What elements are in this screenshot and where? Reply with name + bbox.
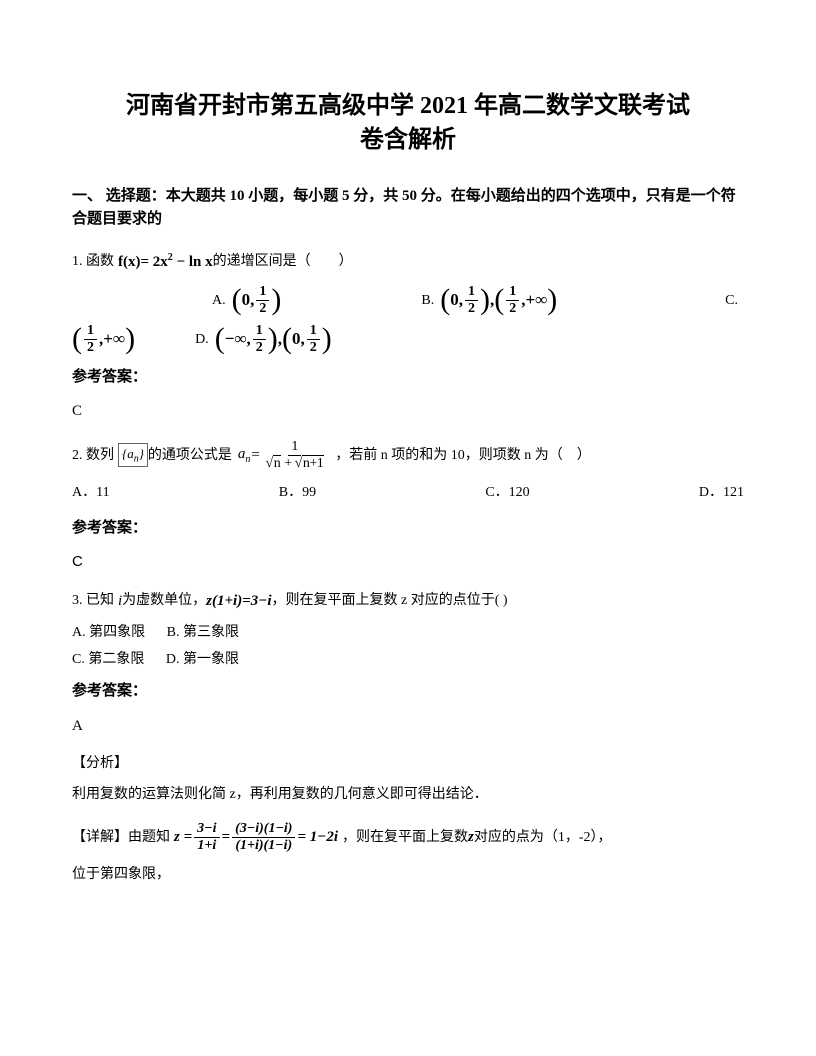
- q1-prefix: 1. 函数: [72, 251, 114, 272]
- q3-prefix: 3. 已知: [72, 590, 114, 611]
- q1-options-row2: (12,+∞) D. (−∞,12),(0,12): [72, 323, 744, 356]
- q1-optB-expr: (0,12),(12,+∞): [440, 284, 557, 317]
- q2-optB: B．99: [279, 482, 316, 503]
- q3-mid2: ，则在复平面上复数 z 对应的点位于( ): [272, 590, 508, 611]
- q3-optD: D. 第一象限: [166, 652, 239, 667]
- q1-ref-label: 参考答案：: [72, 366, 744, 389]
- q2-mid2: ，若前 n 项的和为 10，则项数 n 为（ ）: [335, 445, 591, 466]
- exam-title: 河南省开封市第五高级中学 2021 年高二数学文联考试 卷含解析: [72, 90, 744, 157]
- q1-optD-letter: D.: [195, 329, 209, 350]
- q3-options-row2: C. 第二象限 D. 第一象限: [72, 649, 744, 670]
- q2-optD: D．121: [699, 482, 744, 503]
- q3-answer: A: [72, 715, 744, 738]
- q1-optB-letter: B.: [421, 290, 434, 311]
- question-1: 1. 函数 f(x)= 2x2 − ln x 的递增区间是（ ）: [72, 250, 744, 274]
- question-2: 2. 数列 {an} 的通项公式是 an = 1 √n + √n+1 ，若前 n…: [72, 439, 744, 472]
- question-3: 3. 已知 i 为虚数单位， z(1+i)=3−i ，则在复平面上复数 z 对应…: [72, 590, 744, 613]
- q3-conclusion: 位于第四象限，: [72, 864, 744, 885]
- q3-optA: A. 第四象限: [72, 625, 145, 640]
- q3-analysis-text: 利用复数的运算法则化简 z，再利用复数的几何意义即可得出结论．: [72, 784, 744, 805]
- q3-detail-tail: ，则在复平面上复数: [342, 827, 468, 848]
- q3-eq: z(1+i)=3−i: [206, 590, 271, 613]
- q1-optC-letter: C.: [725, 290, 738, 311]
- q2-prefix: 2. 数列: [72, 445, 114, 466]
- q2-ref-label: 参考答案：: [72, 517, 744, 540]
- q1-options-row1: A. ((0,0,12) B. (0,12),(12,+∞) C.: [72, 284, 744, 317]
- section-intro: 一、 选择题：本大题共 10 小题，每小题 5 分，共 50 分。在每小题给出的…: [72, 185, 744, 230]
- q2-answer: C: [72, 551, 744, 574]
- q1-optC-expr: (12,+∞): [72, 323, 135, 356]
- q1-tail: 的递增区间是（ ）: [213, 251, 353, 272]
- title-line-2: 卷含解析: [360, 127, 456, 153]
- q3-ref-label: 参考答案：: [72, 680, 744, 703]
- q1-optA-letter: A.: [212, 290, 226, 311]
- q2-optA: A．11: [72, 482, 110, 503]
- q1-optA-expr: ((0,0,12): [232, 284, 282, 317]
- q2-options: A．11 B．99 C．120 D．121: [72, 482, 744, 503]
- q3-detail-tail2: 对应的点为（1，-2），: [474, 827, 612, 848]
- q1-func: f(x)= 2x2 − ln x: [118, 250, 213, 274]
- q3-detail-label: 【详解】由题知: [72, 827, 170, 848]
- q3-optC: C. 第二象限: [72, 652, 144, 667]
- q1-answer: C: [72, 400, 744, 423]
- q1-optD-expr: (−∞,12),(0,12): [215, 323, 332, 356]
- q2-optC: C．120: [485, 482, 529, 503]
- q2-formula: an = 1 √n + √n+1: [238, 439, 329, 472]
- q3-optB: B. 第三象限: [167, 625, 239, 640]
- q3-detail-eq: z = 3−i1+i = (3−i)(1−i)(1+i)(1−i) = 1−2i: [174, 821, 338, 854]
- q3-mid1: 为虚数单位，: [122, 590, 206, 611]
- q3-options-row1: A. 第四象限 B. 第三象限: [72, 622, 744, 643]
- title-line-1: 河南省开封市第五高级中学 2021 年高二数学文联考试: [126, 93, 690, 119]
- q3-analysis-label: 【分析】: [72, 753, 744, 774]
- q2-an: {an}: [118, 443, 148, 468]
- q2-mid1: 的通项公式是: [148, 445, 232, 466]
- q3-detail: 【详解】由题知 z = 3−i1+i = (3−i)(1−i)(1+i)(1−i…: [72, 821, 744, 854]
